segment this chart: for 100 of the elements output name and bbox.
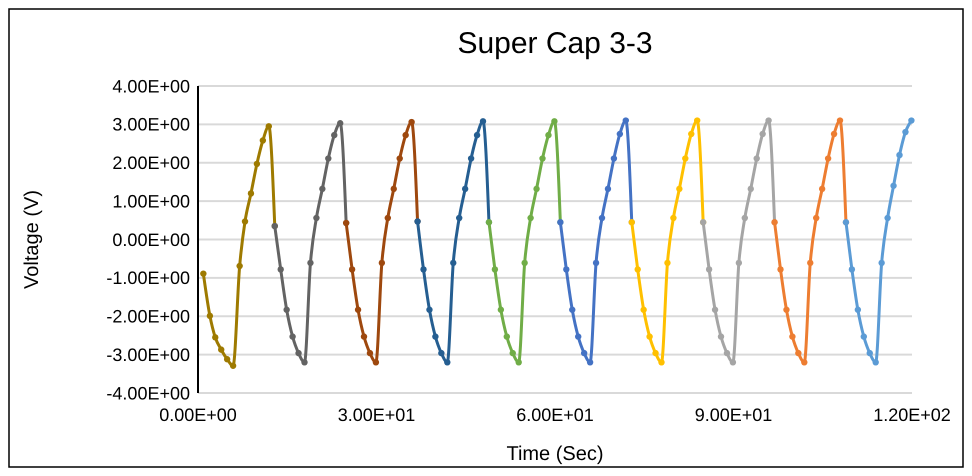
- point: [813, 214, 820, 222]
- point: [325, 155, 332, 162]
- point: [354, 306, 362, 313]
- point: [795, 350, 802, 356]
- x-tick-label: 1.20E+02: [873, 405, 951, 425]
- point: [575, 333, 582, 340]
- point: [563, 266, 570, 273]
- y-tick-label: -1.00E+00: [106, 268, 190, 288]
- point: [480, 118, 486, 125]
- point: [206, 312, 214, 320]
- point: [896, 152, 903, 158]
- point: [551, 118, 558, 125]
- y-tick-label: 1.00E+00: [112, 191, 190, 212]
- point: [860, 333, 868, 340]
- point: [706, 266, 712, 273]
- point: [432, 333, 439, 340]
- y-tick-label: -4.00E+00: [106, 383, 190, 404]
- point: [777, 266, 784, 273]
- point: [408, 118, 415, 126]
- x-tick-label: 9.00E+01: [694, 405, 772, 425]
- point: [254, 160, 260, 168]
- point: [331, 132, 338, 138]
- point: [730, 359, 736, 366]
- y-tick-label: -2.00E+00: [106, 306, 190, 327]
- point: [212, 334, 218, 341]
- point: [616, 130, 624, 138]
- point: [218, 346, 224, 353]
- point: [646, 333, 653, 340]
- point: [748, 186, 754, 192]
- point: [742, 214, 748, 222]
- point: [724, 350, 730, 356]
- point: [682, 155, 689, 162]
- point: [492, 266, 498, 273]
- point: [652, 350, 659, 356]
- point: [610, 155, 618, 162]
- y-axis-title: Voltage (V): [21, 190, 43, 289]
- point: [878, 260, 885, 266]
- point: [718, 333, 724, 340]
- point: [337, 120, 344, 126]
- point: [580, 350, 588, 356]
- point: [236, 262, 243, 270]
- point: [783, 306, 790, 313]
- point: [872, 359, 879, 366]
- point: [200, 270, 207, 277]
- point: [694, 117, 700, 124]
- point: [474, 132, 480, 138]
- point: [736, 260, 742, 266]
- point: [765, 117, 772, 124]
- point: [539, 155, 546, 162]
- point: [384, 214, 392, 222]
- x-tick-label: 0.00E+00: [159, 405, 237, 425]
- point: [688, 130, 694, 138]
- point: [884, 214, 891, 222]
- point: [378, 260, 386, 266]
- point: [224, 356, 230, 362]
- point: [604, 186, 612, 192]
- x-tick-label: 3.00E+01: [338, 405, 416, 425]
- point: [890, 182, 897, 189]
- point: [854, 306, 862, 313]
- point: [754, 155, 760, 162]
- point: [516, 359, 522, 366]
- y-tick-label: 0.00E+00: [112, 230, 190, 250]
- point: [307, 260, 314, 266]
- point: [807, 260, 814, 266]
- x-axis-title: Time (Sec): [506, 443, 604, 465]
- y-tick-label: 4.00E+00: [112, 76, 190, 96]
- point: [908, 117, 915, 124]
- point: [366, 350, 374, 356]
- point: [402, 132, 409, 138]
- point: [295, 350, 302, 356]
- point: [498, 306, 504, 313]
- point: [533, 186, 540, 192]
- point: [438, 350, 445, 356]
- point: [242, 218, 248, 225]
- point: [848, 266, 856, 273]
- point: [527, 214, 534, 222]
- point: [569, 306, 576, 313]
- point: [390, 186, 397, 192]
- y-tick-label: 2.00E+00: [112, 153, 190, 174]
- point: [278, 266, 284, 273]
- point: [789, 333, 796, 340]
- point: [301, 359, 308, 366]
- point: [504, 333, 510, 340]
- chart-title: Super Cap 3-3: [457, 27, 653, 60]
- point: [319, 186, 326, 192]
- point: [866, 350, 873, 356]
- point: [396, 155, 403, 162]
- point: [658, 359, 665, 366]
- point: [902, 128, 909, 136]
- point: [444, 359, 451, 366]
- point: [462, 186, 468, 192]
- point: [634, 266, 641, 273]
- point: [801, 359, 808, 366]
- point: [230, 362, 236, 369]
- point: [260, 137, 266, 144]
- point: [283, 306, 290, 313]
- point: [360, 333, 368, 340]
- point: [468, 155, 474, 162]
- point: [712, 306, 718, 313]
- point: [676, 186, 683, 192]
